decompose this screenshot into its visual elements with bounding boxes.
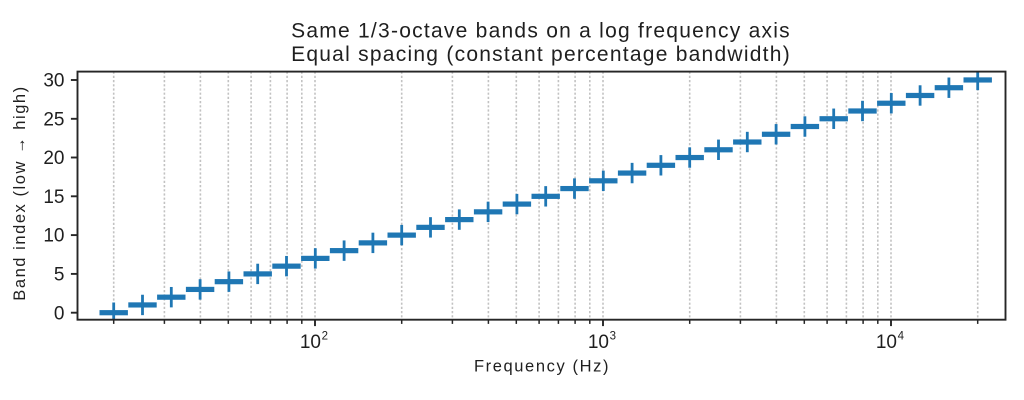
svg-text:2: 2: [322, 331, 328, 343]
svg-text:30: 30: [43, 71, 64, 92]
svg-text:25: 25: [43, 109, 64, 130]
svg-text:15: 15: [43, 187, 64, 208]
svg-text:Equal spacing (constant percen: Equal spacing (constant percentage bandw…: [291, 43, 791, 66]
svg-text:10: 10: [300, 332, 321, 353]
svg-text:4: 4: [898, 331, 905, 343]
svg-text:10: 10: [43, 226, 64, 247]
svg-text:3: 3: [610, 331, 616, 343]
svg-text:5: 5: [54, 265, 65, 286]
svg-text:Frequency (Hz): Frequency (Hz): [474, 358, 610, 376]
svg-text:10: 10: [876, 332, 897, 353]
svg-text:10: 10: [588, 332, 609, 353]
svg-text:20: 20: [43, 148, 64, 169]
svg-text:0: 0: [54, 303, 65, 324]
svg-text:Band index (low → high): Band index (low → high): [11, 85, 29, 300]
svg-text:Same 1/3-octave bands on a log: Same 1/3-octave bands on a log frequency…: [291, 20, 791, 43]
